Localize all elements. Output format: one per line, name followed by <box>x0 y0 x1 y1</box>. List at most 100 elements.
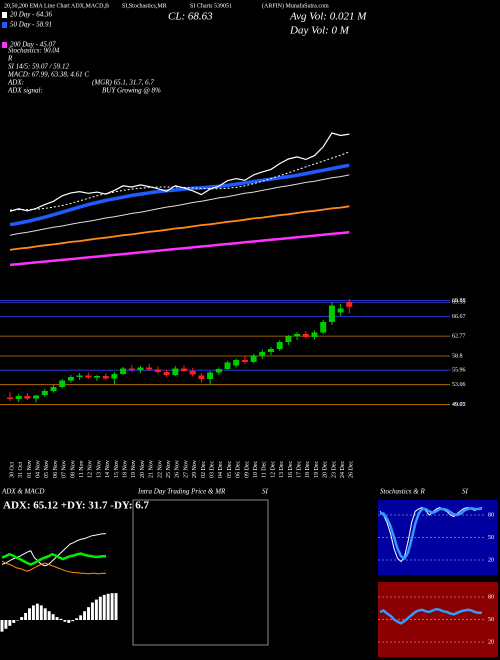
candle-body <box>311 332 318 337</box>
y-tick-label: 69.88 <box>452 298 466 304</box>
intraday-frame <box>132 499 269 646</box>
panel-subtitle: SI <box>462 488 469 496</box>
candle-body <box>154 369 161 372</box>
x-tick-label: 17 Dec <box>296 461 302 478</box>
candle-body <box>94 376 100 378</box>
x-tick-label: 05 Dec <box>227 461 233 478</box>
candle-body <box>268 349 274 352</box>
y-tick-label: 53.06 <box>452 382 466 388</box>
candle-body <box>233 360 240 366</box>
candle-body <box>337 308 344 313</box>
x-tick-label: 18 Nov <box>122 460 128 478</box>
legend-entry: 20 Day - 64.36 <box>10 11 52 19</box>
x-tick-label: 10 Dec <box>253 461 259 478</box>
candle-body <box>146 367 153 370</box>
x-tick-label: 14 Nov <box>105 460 111 478</box>
legend-swatch <box>2 42 7 48</box>
histogram-bar <box>12 620 16 623</box>
histogram-bar <box>0 620 4 632</box>
histogram-bar <box>114 593 118 620</box>
price-line <box>9 132 350 212</box>
x-tick-label: 11 Dec <box>262 461 268 478</box>
histogram-bar <box>110 593 114 620</box>
candle-body <box>224 362 231 369</box>
stat: MACD: 67.99, 63.38, 4.61 C <box>7 71 89 79</box>
x-tick-label: 20 Dec <box>323 461 329 478</box>
indicator-line <box>379 506 483 563</box>
histogram-bar <box>75 618 79 620</box>
x-tick-label: 02 Dec <box>201 461 207 478</box>
ma-line <box>9 231 350 267</box>
x-tick-label: 19 Nov <box>131 460 137 478</box>
candle-body <box>215 369 222 373</box>
ma-line <box>9 205 350 251</box>
y-tick-label: 49.07 <box>452 402 466 408</box>
indicator-line <box>1 560 107 575</box>
candle-body <box>181 368 187 371</box>
title-part: 20,50,200 EMA Line Chart ADX,MACD,B <box>4 3 109 9</box>
candle-body <box>128 368 135 370</box>
candle-body <box>24 396 31 399</box>
x-tick-label: 12 Dec <box>270 461 276 478</box>
y-tick-label: 49.05 <box>452 402 466 408</box>
histogram-bar <box>102 594 106 620</box>
y-tick-label: 66.67 <box>452 314 466 320</box>
histogram-bar <box>98 596 102 620</box>
panel-annotation: ADX: 65.12 +DY: 31.7 -DY: 6.7 <box>3 500 150 512</box>
x-tick-label: 24 Dec <box>340 461 346 478</box>
histogram-bar <box>59 618 63 620</box>
legend-swatch <box>2 22 7 28</box>
title-part: SI Charts 539051 <box>190 3 232 9</box>
histogram-bar <box>63 620 67 622</box>
x-tick-label: 25 Nov <box>166 460 172 478</box>
histogram-bar <box>24 613 28 620</box>
ma-line <box>9 174 350 236</box>
histogram-bar <box>51 614 55 620</box>
x-tick-label: 23 Dec <box>331 461 337 478</box>
day-volume: Day Vol: 0 M <box>289 25 350 37</box>
candle-body <box>328 305 335 322</box>
histogram-bar <box>43 608 47 620</box>
x-tick-label: 06 Dec <box>236 461 242 478</box>
y-tick-label: 80 <box>488 594 494 600</box>
x-tick-label: 27 Nov <box>183 460 189 478</box>
histogram-bar <box>55 617 59 620</box>
y-tick-label: 20 <box>488 557 494 563</box>
candle-body <box>302 334 309 337</box>
x-tick-label: 20 Nov <box>140 460 146 478</box>
y-tick-label: 69.55 <box>452 300 466 306</box>
candle-body <box>189 371 196 375</box>
indicator-line <box>379 607 483 625</box>
x-tick-label: 22 Nov <box>157 460 163 478</box>
legend-entry: 200 Day - 45.07 <box>10 41 56 49</box>
candle-body <box>85 375 92 378</box>
y-tick-label: 50 <box>488 535 494 541</box>
panel-title: Intra Day Trading Price & MR <box>137 488 226 496</box>
panel-title: Stochastics & R <box>380 488 425 496</box>
x-tick-label: 03 Dec <box>209 461 215 478</box>
histogram-bar <box>28 608 31 620</box>
candle-body <box>7 397 13 399</box>
candle-body <box>207 372 214 379</box>
candle-body <box>250 355 257 362</box>
indicator-line <box>380 507 483 561</box>
histogram-bar <box>4 620 8 629</box>
y-tick-label: 20 <box>488 639 494 645</box>
candle-body <box>67 377 74 381</box>
histogram-bar <box>106 593 110 620</box>
candle-body <box>15 396 22 399</box>
candle-body <box>50 387 57 391</box>
histogram-bar <box>8 620 12 626</box>
x-tick-label: 12 Nov <box>88 460 94 478</box>
x-tick-label: 30 Oct <box>9 462 15 478</box>
title-part: SI,Stochastics,MR <box>122 3 167 9</box>
histogram-bar <box>16 620 20 621</box>
title-part: (ARFIN) MunafaSutra.com <box>262 2 329 9</box>
histogram-bar <box>20 617 24 620</box>
x-tick-label: 21 Nov <box>149 460 155 478</box>
candle-body <box>102 376 109 379</box>
y-tick-label: 62.77 <box>452 334 466 340</box>
candle-body <box>241 360 248 362</box>
